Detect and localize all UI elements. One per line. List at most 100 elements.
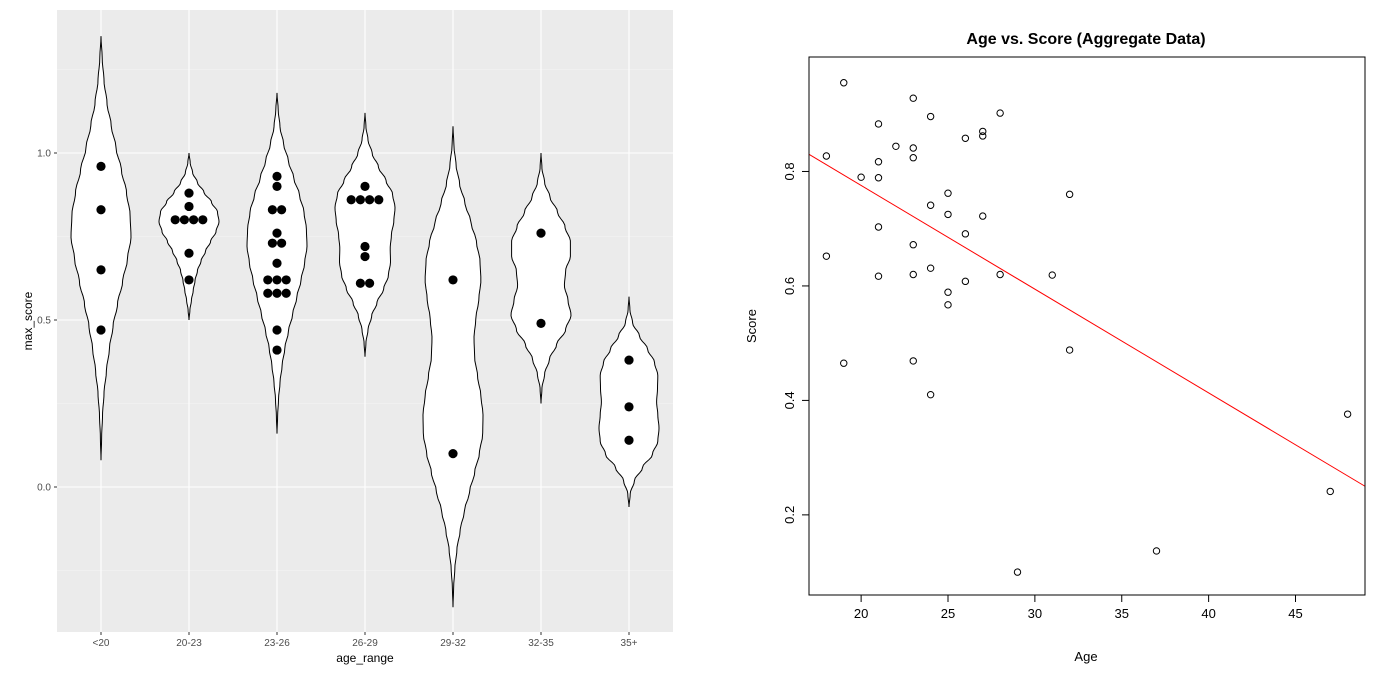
violin-point	[96, 205, 106, 215]
scatter-point	[944, 301, 952, 309]
violin-point	[281, 288, 291, 298]
scatter-y-tick-label: 0.8	[782, 162, 797, 180]
scatter-point	[979, 132, 987, 140]
violin-point	[267, 205, 277, 215]
violin-point	[272, 228, 282, 238]
violin-point	[272, 325, 282, 335]
violin-point	[624, 402, 634, 412]
scatter-point	[909, 357, 917, 365]
scatter-point	[840, 79, 848, 87]
scatter-point	[926, 264, 935, 272]
violin-point	[184, 248, 194, 258]
scatter-point	[961, 277, 970, 286]
violin-x-tick-label: 23-26	[264, 638, 290, 649]
scatter-point	[874, 272, 883, 280]
scatter-point	[1048, 271, 1056, 279]
scatter-regression-line	[808, 153, 1366, 487]
scatter-x-tick-label: 40	[1201, 606, 1215, 621]
violin-point	[360, 251, 370, 262]
violin-point	[184, 201, 194, 212]
violin-point	[198, 215, 208, 225]
violin-point	[360, 181, 370, 191]
scatter-point	[874, 223, 883, 231]
violin-x-tick-label: 29-32	[440, 638, 466, 649]
scatter-point	[926, 201, 935, 209]
scatter-point	[996, 109, 1004, 117]
scatter-x-tick-label: 45	[1288, 606, 1302, 621]
violin-point	[263, 288, 273, 298]
scatter-point	[944, 189, 952, 197]
violin-point	[184, 275, 194, 285]
scatter-point	[874, 158, 883, 166]
violin-point	[281, 275, 291, 285]
violin-y-tick-label: 1.0	[37, 149, 51, 160]
violin-4	[422, 126, 484, 608]
scatter-y-tick-label: 0.6	[782, 277, 797, 295]
scatter-y-tick-label: 0.2	[782, 506, 797, 524]
scatter-point	[874, 174, 883, 182]
violin-3	[334, 112, 396, 357]
scatter-point	[1065, 346, 1074, 354]
scatter-x-axis-title: Age	[1074, 649, 1097, 664]
violin-point	[96, 265, 106, 275]
scatter-point	[909, 154, 917, 162]
scatter-point	[840, 359, 848, 367]
scatter-point	[909, 241, 917, 249]
violin-point	[365, 278, 375, 288]
scatter-plot-frame	[808, 56, 1366, 596]
violin-1	[158, 152, 220, 321]
violin-point	[96, 161, 106, 171]
violin-point	[346, 195, 356, 205]
violin-point	[448, 449, 458, 459]
violin-point	[263, 275, 273, 285]
violin-5	[510, 152, 572, 404]
scatter-chart: Age vs. Score (Aggregate Data) 20 25 30 35 4…	[744, 31, 1366, 664]
scatter-y-tick-label: 0.4	[782, 391, 797, 409]
violin-y-tick-label: 0.0	[37, 483, 51, 494]
scatter-point	[944, 288, 952, 296]
scatter-point	[892, 142, 900, 150]
scatter-point	[822, 152, 831, 160]
scatter-point	[909, 94, 917, 102]
scatter-y-axis-title: Score	[744, 309, 759, 343]
violin-point	[267, 238, 277, 248]
violin-point	[360, 241, 370, 252]
violin-point	[624, 435, 634, 445]
violin-point	[536, 318, 546, 328]
violin-0	[70, 36, 132, 461]
scatter-point	[822, 252, 831, 260]
scatter-point	[979, 212, 987, 220]
violin-point	[355, 278, 365, 288]
scatter-y-axis: 0.2 0.4 0.6 0.8	[782, 162, 809, 524]
scatter-title: Age vs. Score (Aggregate Data)	[966, 31, 1205, 48]
violin-x-tick-label: 35+	[621, 638, 638, 649]
violin-point	[365, 195, 375, 205]
violin-shapes	[70, 36, 660, 608]
violin-6	[598, 296, 660, 508]
violin-y-axis-title: max_score	[21, 291, 35, 350]
violin-point	[355, 195, 365, 205]
violin-point	[277, 238, 287, 248]
scatter-point	[857, 173, 865, 181]
violin-point	[179, 215, 189, 225]
scatter-point	[944, 210, 952, 219]
scatter-point	[1326, 487, 1334, 496]
violin-point	[170, 215, 180, 225]
violin-point	[272, 171, 282, 181]
violin-point	[272, 288, 282, 298]
scatter-point	[926, 112, 935, 121]
violin-point	[189, 215, 199, 225]
violin-point	[448, 275, 458, 285]
scatter-point	[874, 120, 883, 128]
scatter-x-tick-label: 20	[854, 606, 868, 621]
violin-point	[272, 275, 282, 285]
violin-y-tick-label: 0.5	[37, 316, 51, 327]
violin-chart: 0.0 0.5 1.0 <20 20-23 23-26 26-29 29-32 32-35 35…	[21, 10, 673, 665]
violin-x-tick-label: 32-35	[528, 638, 554, 649]
violin-x-tick-label: 20-23	[176, 638, 202, 649]
scatter-points	[822, 79, 1352, 576]
violin-points	[96, 161, 634, 459]
violin-point	[184, 188, 194, 198]
scatter-point	[909, 270, 917, 279]
violin-point	[374, 195, 384, 205]
